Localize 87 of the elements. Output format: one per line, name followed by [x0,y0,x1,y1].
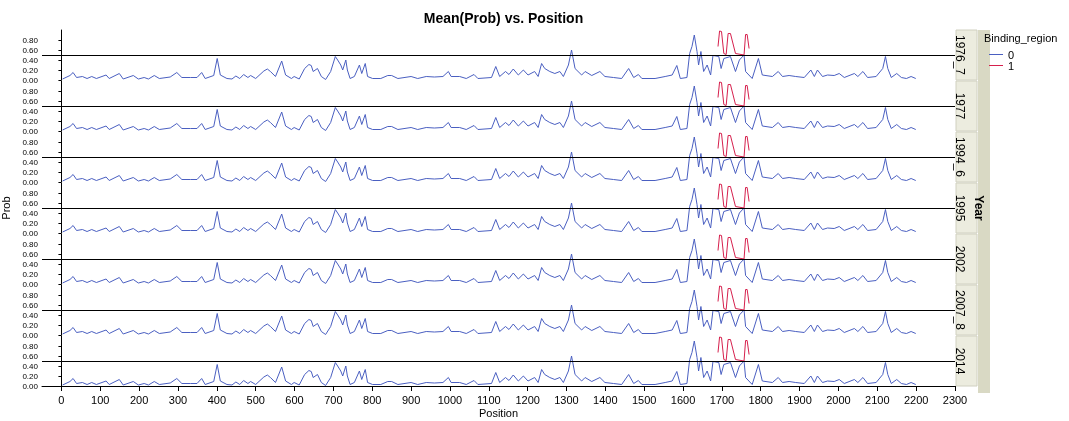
line-series [62,34,917,80]
chart-title: Mean(Prob) vs. Position [423,10,584,26]
y-tick-label: 0.80 [22,341,39,351]
line-series [717,336,750,362]
x-tick-label: 300 [168,393,188,406]
x-tick-label: 500 [246,393,265,406]
x-tick-label: 1800 [748,393,773,406]
text: 2007_8 [953,289,967,331]
x-tick-label: 900 [401,393,421,406]
line-series [717,81,750,107]
x-tick-label: 1600 [670,393,696,406]
y-axis-title: Prob [0,196,13,220]
text: 1976_7 [953,34,967,76]
y-tick-label: 0.40 [22,208,39,218]
y-tick-label: 0.00 [22,279,39,289]
x-tick-label: 2000 [826,393,851,406]
x-tick-label: 2100 [865,393,890,406]
line-series [62,187,917,233]
x-tick-label: 2200 [903,393,929,406]
text: Year [972,195,986,222]
y-tick-label: 0.20 [22,218,39,228]
x-tick-label: 200 [129,393,149,406]
y-tick-label: 0.60 [22,300,39,310]
y-tick-label: 0.60 [22,45,39,55]
x-tick-label: 1300 [554,393,579,406]
y-tick-label: 0.40 [22,157,39,167]
y-tick-label: 0.80 [22,290,39,300]
legend-label: 0 [1008,48,1015,61]
line-series [717,30,750,56]
text: 1994_6 [953,136,967,178]
y-tick-label: 0.00 [22,381,39,391]
y-tick-label: 0.20 [22,269,39,279]
x-tick-label: 100 [91,393,110,406]
y-tick-label: 0.40 [22,361,39,371]
x-tick-label: 1000 [437,393,463,406]
x-tick-label: 0 [58,393,65,406]
x-tick-label: 1500 [631,393,657,406]
y-tick-label: 0.80 [22,35,39,45]
line-series [717,183,750,209]
y-tick-label: 0.60 [22,198,39,208]
y-tick-label: 0.60 [22,249,39,259]
x-tick-label: 1700 [709,393,735,406]
text: 2014 [953,347,967,375]
x-tick-label: 800 [363,393,382,406]
legend-label: 1 [1008,59,1015,72]
x-tick-label: 2300 [942,393,968,406]
line-series [62,289,917,335]
line-series [717,285,750,311]
line-series [717,234,750,260]
y-tick-label: 0.00 [22,126,39,136]
line-series [717,132,750,158]
text: 1995 [953,194,967,222]
y-tick-label: 0.20 [22,167,39,177]
y-tick-label: 0.20 [22,371,39,381]
x-tick-label: 1200 [515,393,540,406]
y-tick-label: 0.60 [22,147,39,157]
line-series [62,136,917,182]
y-tick-label: 0.00 [22,228,39,238]
y-tick-label: 0.40 [22,259,39,269]
y-tick-label: 0.80 [22,239,39,249]
y-tick-label: 0.60 [22,351,39,361]
y-tick-label: 0.20 [22,65,39,75]
line-series [62,85,917,131]
x-tick-label: 1100 [476,393,501,406]
x-tick-label: 1400 [593,393,618,406]
x-tick-label: 700 [324,393,343,406]
y-tick-label: 0.60 [22,96,39,106]
text: 2002 [953,245,967,273]
y-tick-label: 0.40 [22,106,39,116]
y-tick-label: 0.80 [22,137,39,147]
y-tick-label: 0.20 [22,320,39,330]
y-tick-label: 0.00 [22,330,39,340]
x-axis-title: Position [478,406,519,419]
text: 1977 [953,92,967,120]
line-series [62,340,917,386]
y-tick-label: 0.80 [22,86,39,96]
y-tick-label: 0.40 [22,55,39,65]
legend-title: Binding_region [984,31,1058,44]
y-tick-label: 0.80 [22,188,39,198]
y-tick-label: 0.00 [22,75,39,85]
x-tick-label: 600 [285,393,304,406]
y-tick-label: 0.40 [22,310,39,320]
y-tick-label: 0.20 [22,116,39,126]
x-tick-label: 1900 [787,393,812,406]
x-tick-label: 400 [207,393,227,406]
y-tick-label: 0.00 [22,177,39,187]
line-series [62,238,917,284]
